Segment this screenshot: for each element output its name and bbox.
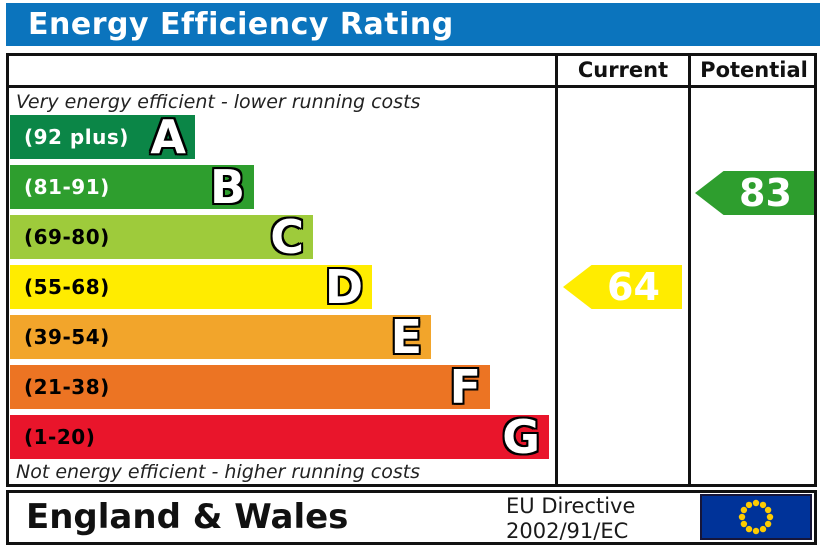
current-rating-value: 64 — [607, 265, 660, 309]
band-letter: A — [150, 110, 186, 164]
band-range-label: (69-80) — [24, 225, 110, 249]
eu-directive-line1: EU Directive — [506, 494, 636, 518]
rating-band-B: (81-91) B — [10, 160, 254, 214]
band-letter: F — [449, 360, 481, 414]
band-range-label: (1-20) — [24, 425, 96, 449]
eu-directive-line2: 2002/91/EC — [506, 519, 629, 543]
rating-band-F: (21-38) F — [10, 360, 490, 414]
footer-region-label: England & Wales — [26, 497, 349, 537]
band-letter: E — [390, 310, 422, 364]
footer-bar — [6, 490, 817, 545]
rating-band-D: (55-68) D — [10, 260, 372, 314]
potential-rating-arrow: 83 — [695, 171, 814, 215]
current-column-divider — [555, 53, 558, 487]
current-column-header: Current — [577, 58, 669, 82]
page-title: Energy Efficiency Rating — [6, 3, 820, 46]
eu-directive-label: EU Directive 2002/91/EC — [506, 494, 635, 544]
bottom-note: Not energy efficient - higher running co… — [16, 461, 421, 483]
band-range-label: (81-91) — [24, 175, 110, 199]
potential-column-header: Potential — [700, 58, 808, 82]
band-letter: B — [209, 160, 245, 214]
potential-column-divider — [688, 53, 691, 487]
rating-band-G: (1-20) G — [10, 410, 549, 464]
band-range-label: (92 plus) — [24, 125, 129, 149]
band-range-label: (21-38) — [24, 375, 110, 399]
potential-rating-value: 83 — [739, 171, 792, 215]
current-rating-arrow: 64 — [563, 265, 682, 309]
rating-band-E: (39-54) E — [10, 310, 431, 364]
band-letter: C — [270, 210, 304, 264]
header-row-divider — [6, 85, 817, 88]
eu-flag-icon — [700, 494, 812, 540]
rating-band-A: (92 plus) A — [10, 110, 195, 164]
top-note: Very energy efficient - lower running co… — [16, 91, 421, 113]
band-letter: G — [502, 410, 540, 464]
band-range-label: (55-68) — [24, 275, 110, 299]
rating-band-C: (69-80) C — [10, 210, 313, 264]
eu-stars — [738, 499, 774, 535]
band-range-label: (39-54) — [24, 325, 110, 349]
band-letter: D — [324, 260, 363, 314]
